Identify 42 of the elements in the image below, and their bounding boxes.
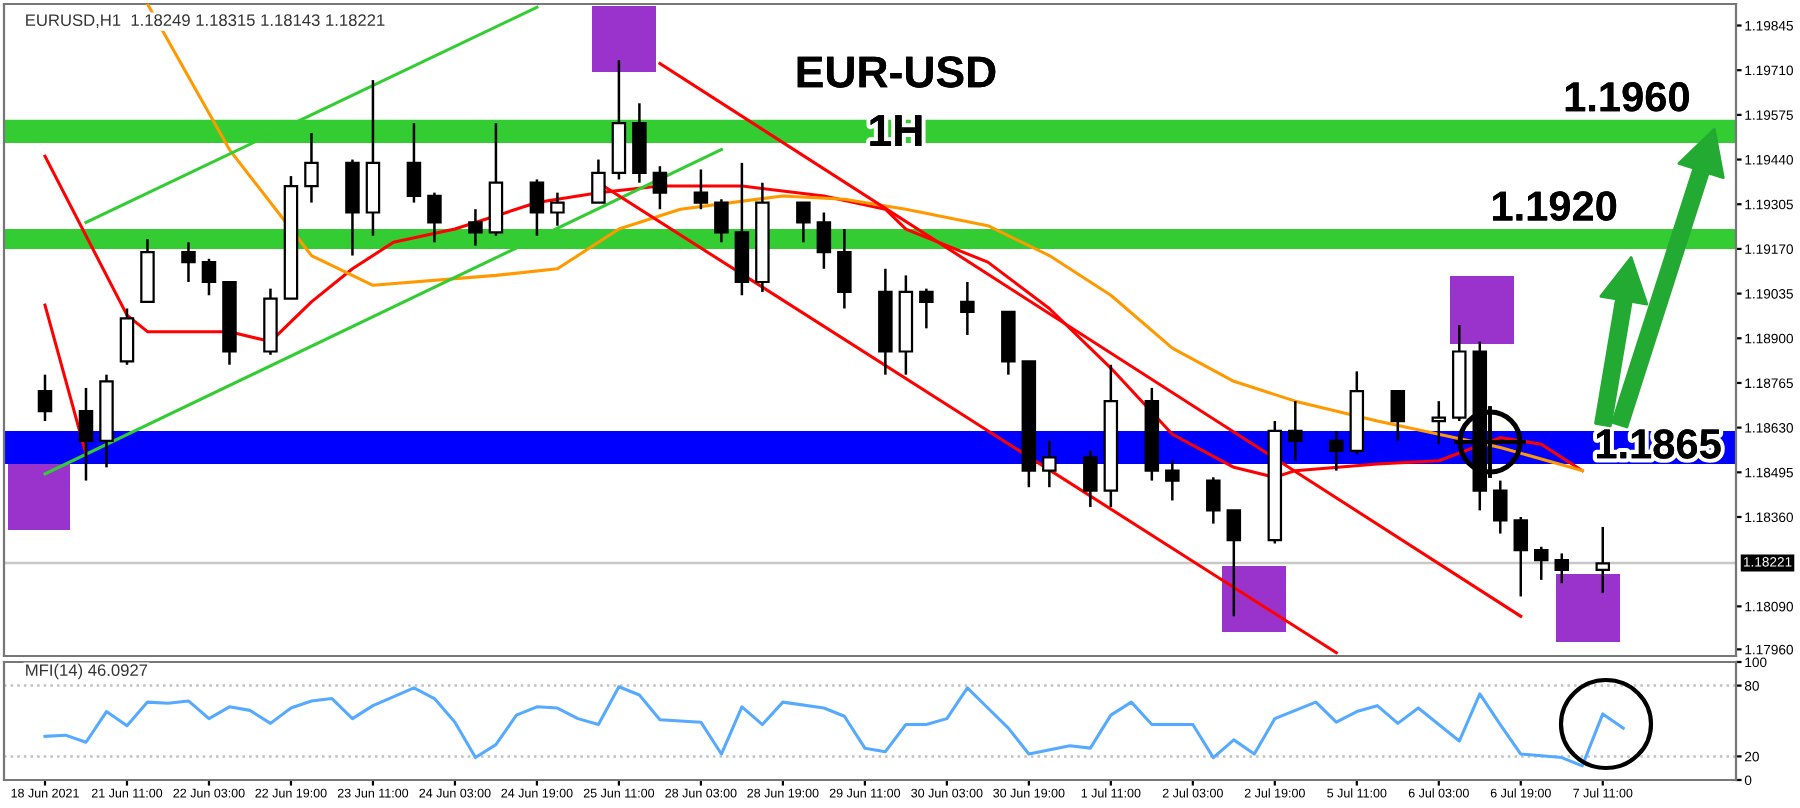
candlestick: [201, 257, 217, 297]
candlestick: [1390, 389, 1406, 443]
candlestick: [591, 158, 606, 204]
candlestick: [714, 198, 729, 244]
text: EUR-USD: [797, 56, 996, 88]
band-label: 1.1865: [1596, 429, 1721, 459]
candlestick: [1329, 429, 1344, 472]
candlestick: [652, 164, 668, 211]
candlestick: [1226, 509, 1242, 618]
candlestick: [181, 241, 196, 284]
candlestick: [1493, 479, 1508, 535]
candlestick: [550, 191, 565, 227]
candlestick: [1534, 545, 1549, 582]
candlestick: [1288, 399, 1303, 462]
annotation: MFI(14) 46.0927: [26, 663, 148, 680]
candlestick: [529, 178, 545, 237]
candlestick: [1595, 525, 1611, 595]
candlestick: [1165, 459, 1180, 502]
candlestick: [406, 121, 422, 204]
candlestick: [796, 201, 811, 244]
candlestick: [78, 386, 94, 482]
candlestick: [468, 207, 483, 247]
candlestick: [1083, 449, 1098, 509]
candlestick: [427, 191, 442, 244]
band-label: 1.1920: [1493, 191, 1617, 221]
candlestick: [304, 131, 319, 204]
candlestick: [919, 287, 934, 330]
candlestick: [837, 227, 852, 310]
candlestick: [960, 280, 975, 337]
candlestick: [1431, 399, 1447, 446]
text: 1H: [870, 115, 922, 146]
candlestick: [1206, 476, 1221, 525]
line-series: [43, 685, 1625, 768]
band-label: 1.1960: [1565, 82, 1689, 112]
candlestick: [693, 168, 709, 211]
candlestick: [37, 373, 53, 423]
candlestick: [1513, 515, 1529, 598]
candlestick: [816, 211, 832, 271]
annotation: EURUSD,H1 1.18249 1.18315 1.18143 1.18221: [26, 14, 385, 28]
candlestick: [1554, 552, 1570, 585]
candlestick: [119, 307, 135, 366]
candlestick: [1042, 439, 1057, 489]
